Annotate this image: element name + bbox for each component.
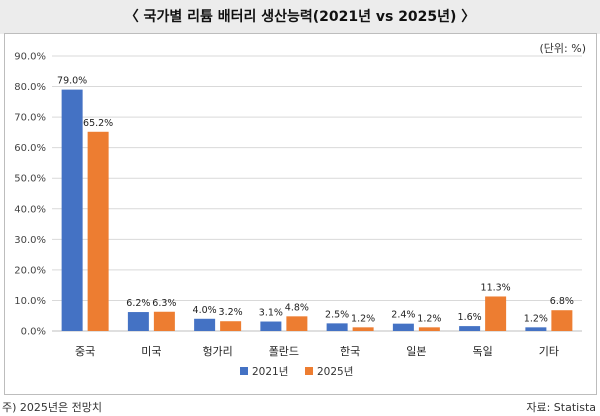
y-tick-label: 70.0% <box>14 113 46 124</box>
data-label: 3.2% <box>219 307 243 318</box>
bar-2021 <box>326 323 348 331</box>
y-tick-label: 0.0% <box>21 327 46 338</box>
bar-2025 <box>485 296 507 331</box>
bar-2021 <box>194 318 216 331</box>
legend-label: 2025년 <box>317 366 353 378</box>
data-label: 65.2% <box>83 118 113 129</box>
data-label: 2.4% <box>391 310 415 321</box>
category-label: 중국 <box>75 345 95 358</box>
y-tick-label: 80.0% <box>14 82 46 93</box>
bar-2025 <box>418 327 440 331</box>
data-label: 1.2% <box>417 313 441 324</box>
y-tick-label: 10.0% <box>14 296 46 307</box>
bar-2021 <box>127 312 149 331</box>
data-label: 2.5% <box>325 309 349 320</box>
unit-label: (단위: %) <box>539 42 586 55</box>
category-label: 폴란드 <box>269 345 299 358</box>
chart-title: 〈 국가별 리튬 배터리 생산능력(2021년 vs 2025년) 〉 <box>0 0 600 34</box>
data-label: 6.8% <box>550 296 574 307</box>
bar-2025 <box>87 131 109 331</box>
data-label: 1.6% <box>458 312 482 323</box>
bar-2021 <box>459 326 481 331</box>
bar-2021 <box>525 327 547 331</box>
category-label: 일본 <box>406 344 426 358</box>
data-label: 11.3% <box>481 282 511 293</box>
bar-2025 <box>551 310 573 331</box>
bar-2021 <box>392 323 414 331</box>
category-label: 미국 <box>141 345 161 358</box>
footnote: 주) 2025년은 전망치 <box>2 401 102 414</box>
bar-2025 <box>286 316 308 331</box>
bar-2021 <box>61 89 83 331</box>
category-label: 헝가리 <box>202 345 232 358</box>
bar-chart: 0.0% 10.0% 20.0% 30.0% 40.0% 50.0% 60.0% 70.0% 8… <box>14 52 582 378</box>
y-tick-label: 50.0% <box>14 174 46 185</box>
data-label: 6.3% <box>152 298 176 309</box>
bar-2021 <box>260 321 282 331</box>
y-tick-label: 60.0% <box>14 143 46 154</box>
y-tick-label: 90.0% <box>14 52 46 63</box>
legend-swatch-2021 <box>240 367 248 375</box>
data-label: 4.0% <box>193 305 217 316</box>
data-label: 3.1% <box>259 308 283 319</box>
bar-2025 <box>352 327 374 331</box>
data-label: 6.2% <box>126 298 150 309</box>
data-label: 1.2% <box>351 313 375 324</box>
bar-2025 <box>220 321 242 331</box>
category-label: 한국 <box>340 345 360 358</box>
source-label: 자료: Statista <box>526 401 596 414</box>
legend-label: 2021년 <box>252 366 288 378</box>
y-tick-label: 20.0% <box>14 265 46 276</box>
legend-swatch-2025 <box>305 367 313 375</box>
data-label: 79.0% <box>57 76 87 87</box>
category-label: 기타 <box>539 345 559 358</box>
y-tick-label: 30.0% <box>14 235 46 246</box>
category-label: 독일 <box>473 344 493 358</box>
y-tick-label: 40.0% <box>14 204 46 215</box>
data-label: 1.2% <box>524 313 548 324</box>
bar-2025 <box>153 311 175 331</box>
data-label: 4.8% <box>285 302 309 313</box>
